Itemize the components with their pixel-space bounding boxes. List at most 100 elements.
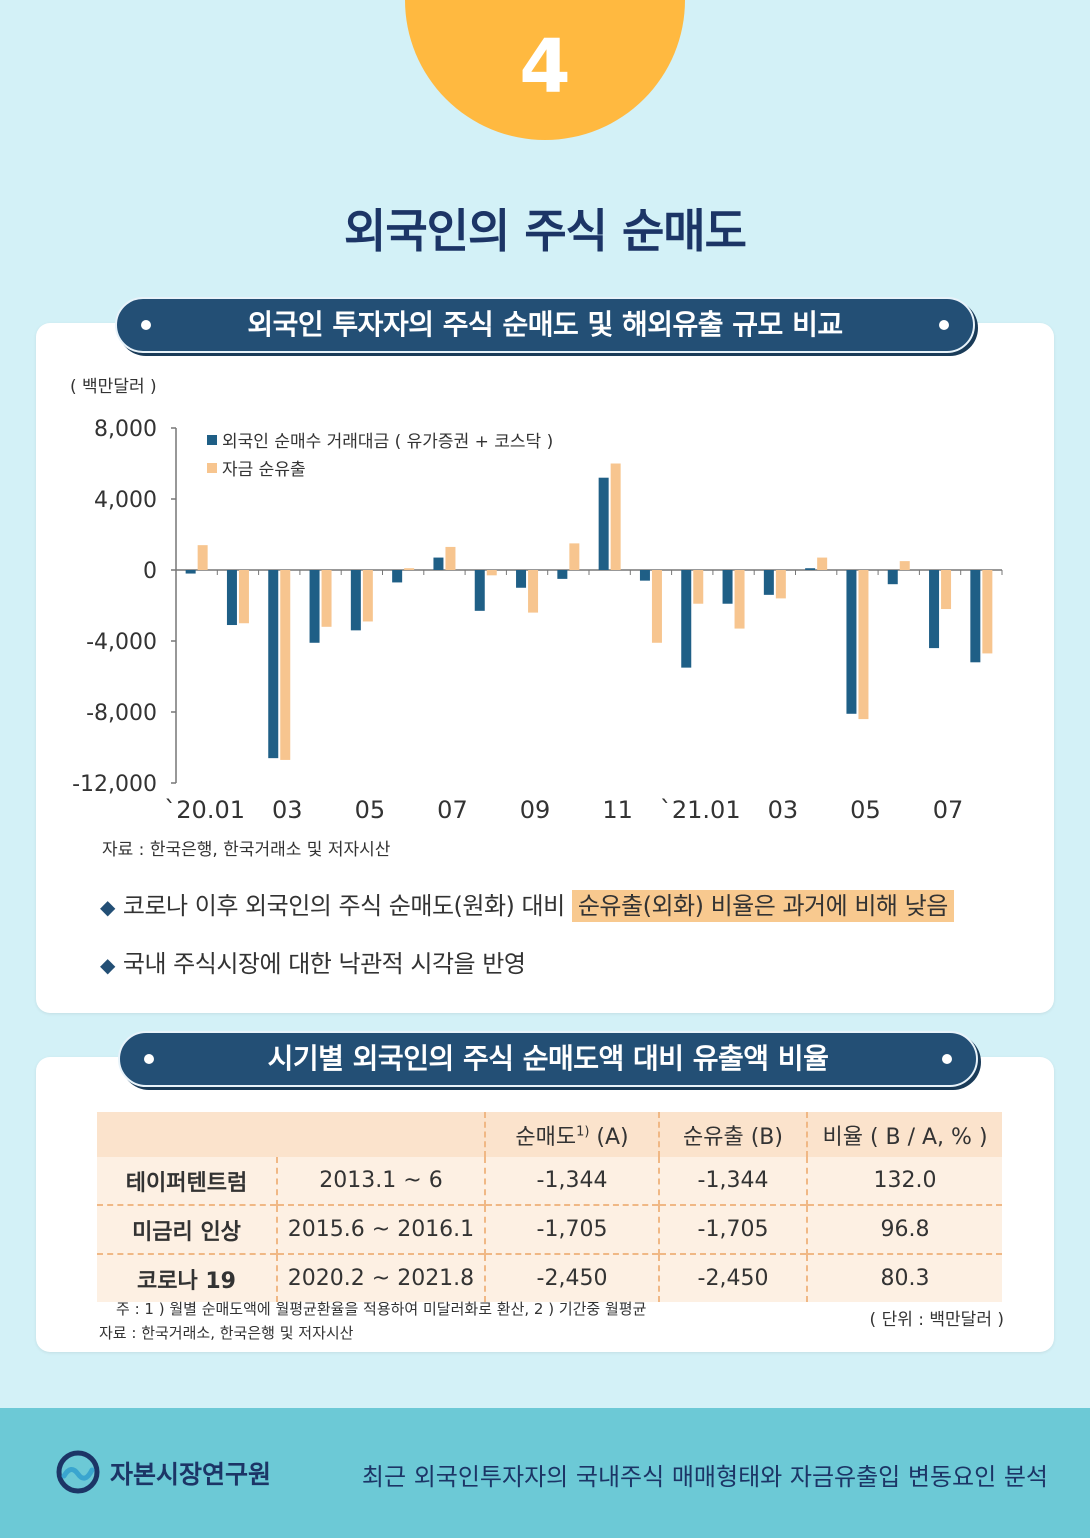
period-range: 2020.2 ~ 2021.8 — [276, 1253, 485, 1302]
bar-outflow — [362, 570, 373, 622]
bar-chart: ( 백만달러 ) 8,000 4,000 0 -4,000 -8,000 -12,000 `2… — [70, 377, 1003, 824]
bar-foreign-net — [433, 557, 444, 570]
y-tick-label: -12,000 — [72, 772, 157, 797]
finding-2-text: 국내 주식시장에 대한 낙관적 시각을 반영 — [122, 950, 526, 978]
finding-1-highlight: 순유출(외화) 비율은 과거에 비해 낮음 — [571, 890, 954, 922]
value-b: -2,450 — [658, 1253, 807, 1302]
bar-foreign-net — [226, 570, 237, 626]
header-col-b: 순유출 (B) — [658, 1112, 807, 1157]
y-tick-label: -8,000 — [86, 701, 157, 726]
ratio-table: 순매도1) (A) 순유출 (B) 비율 ( B / A, % ) 테이퍼텐트럼… — [97, 1112, 1002, 1302]
bar-outflow — [404, 568, 415, 570]
period-name: 테이퍼텐트럼 — [97, 1157, 277, 1205]
header-empty — [97, 1112, 277, 1157]
bar-foreign-net — [350, 570, 361, 631]
bar-foreign-net — [970, 570, 981, 663]
table-row: 코로나 19 2020.2 ~ 2021.8 -2,450 -2,450 80.… — [97, 1253, 1002, 1302]
x-tick-label: 03 — [768, 796, 799, 824]
period-range: 2013.1 ~ 6 — [276, 1157, 485, 1205]
kcmi-logo-icon — [56, 1450, 100, 1494]
x-tick-label: 09 — [520, 796, 551, 824]
bar-foreign-net — [516, 570, 527, 588]
bar-outflow — [899, 561, 910, 570]
value-ratio: 96.8 — [806, 1204, 1002, 1254]
x-tick-label: 05 — [850, 796, 881, 824]
table-row: 테이퍼텐트럼 2013.1 ~ 6 -1,344 -1,344 132.0 — [97, 1157, 1002, 1205]
y-tick-label: 8,000 — [94, 417, 157, 442]
bar-outflow — [445, 546, 456, 570]
x-tick-label: 07 — [437, 796, 468, 824]
bar-outflow — [321, 570, 332, 627]
bar-outflow — [775, 570, 786, 599]
table-source: 자료 : 한국거래소, 한국은행 및 저자시산 — [99, 1324, 354, 1342]
bar-foreign-net — [805, 568, 816, 570]
bullet-dot-icon — [939, 320, 949, 330]
value-ratio: 132.0 — [806, 1157, 1002, 1205]
bar-outflow — [238, 570, 249, 624]
logo-text: 자본시장연구원 — [110, 1460, 272, 1489]
bar-outflow — [610, 463, 621, 570]
table-row: 미금리 인상 2015.6 ~ 2016.1 -1,705 -1,705 96.… — [97, 1204, 1002, 1254]
period-name: 미금리 인상 — [97, 1204, 277, 1254]
bar-foreign-net — [309, 570, 320, 643]
bar-foreign-net — [392, 570, 403, 583]
value-ratio: 80.3 — [806, 1253, 1002, 1302]
bar-foreign-net — [763, 570, 774, 595]
value-a: -2,450 — [484, 1253, 659, 1302]
page-number: 4 — [519, 24, 571, 110]
bar-outflow — [486, 570, 497, 576]
diamond-icon: ◆ — [100, 953, 115, 977]
page-title: 외국인의 주식 순매도 — [344, 204, 747, 258]
header-col-ratio: 비율 ( B / A, % ) — [806, 1112, 1002, 1157]
bar-foreign-net — [846, 570, 857, 714]
bar-foreign-net — [598, 477, 609, 570]
bar-outflow — [858, 570, 869, 720]
y-unit-label: ( 백만달러 ) — [70, 377, 157, 397]
x-tick-label: 07 — [933, 796, 964, 824]
value-b: -1,344 — [658, 1157, 807, 1205]
finding-2: ◆ 국내 주식시장에 대한 낙관적 시각을 반영 — [100, 944, 526, 979]
legend-label: 외국인 순매수 거래대금 ( 유가증권 + 코스닥 ) — [222, 432, 553, 452]
table-header-row: 순매도1) (A) 순유출 (B) 비율 ( B / A, % ) — [97, 1112, 1002, 1157]
finding-1-text: 코로나 이후 외국인의 주식 순매도(원화) 대비 — [122, 892, 572, 920]
bar-outflow — [528, 570, 539, 613]
footer — [0, 1408, 1090, 1538]
chart-source: 자료 : 한국은행, 한국거래소 및 저자시산 — [102, 840, 391, 860]
header-col-a: 순매도1) (A) — [484, 1112, 659, 1157]
legend-swatch — [207, 435, 217, 445]
bar-foreign-net — [887, 570, 898, 585]
x-tick-label: `21.01 — [660, 796, 741, 824]
value-a: -1,344 — [484, 1157, 659, 1205]
bar-outflow — [941, 570, 952, 610]
value-a: -1,705 — [484, 1204, 659, 1254]
legend-swatch — [207, 463, 217, 473]
bar-foreign-net — [639, 570, 650, 581]
diamond-icon: ◆ — [100, 895, 115, 919]
bar-foreign-net — [268, 570, 279, 759]
bar-outflow — [569, 543, 580, 570]
x-tick-label: 11 — [602, 796, 633, 824]
bullet-dot-icon — [144, 1054, 154, 1064]
header-empty — [277, 1112, 485, 1157]
bar-outflow — [817, 557, 828, 570]
value-b: -1,705 — [658, 1204, 807, 1254]
finding-1: ◆ 코로나 이후 외국인의 주식 순매도(원화) 대비 순유출(외화) 비율은 과… — [100, 886, 954, 922]
bar-outflow — [651, 570, 662, 643]
x-tick-label: 03 — [272, 796, 303, 824]
bar-outflow — [693, 570, 704, 604]
section1-header: 외국인 투자자의 주식 순매도 및 해외유출 규모 비교 — [115, 297, 975, 353]
report-title: 최근 외국인투자자의 국내주식 매매형태와 자금유출입 변동요인 분석 — [361, 1463, 1048, 1491]
x-tick-label: `20.01 — [164, 796, 245, 824]
bar-foreign-net — [681, 570, 692, 668]
bar-outflow — [280, 570, 291, 760]
period-range: 2015.6 ~ 2016.1 — [276, 1204, 485, 1254]
section1-title: 외국인 투자자의 주식 순매도 및 해외유출 규모 비교 — [247, 308, 843, 341]
section2-header: 시기별 외국인의 주식 순매도액 대비 유출액 비율 — [118, 1031, 978, 1087]
legend-label: 자금 순유출 — [222, 460, 306, 480]
bar-foreign-net — [722, 570, 733, 604]
bar-foreign-net — [929, 570, 940, 649]
y-tick-label: 4,000 — [94, 488, 157, 513]
bar-foreign-net — [557, 570, 568, 579]
bar-outflow — [982, 570, 993, 654]
y-tick-label: -4,000 — [86, 630, 157, 655]
